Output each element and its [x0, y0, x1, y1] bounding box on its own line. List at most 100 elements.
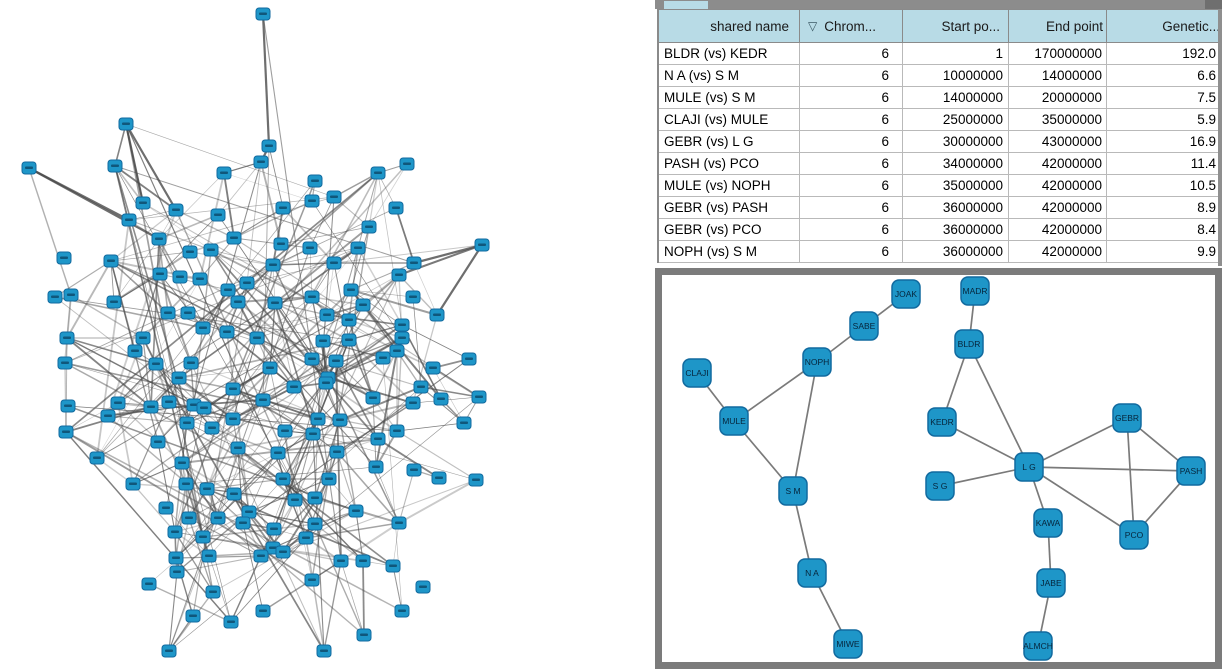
network-edge[interactable]	[54, 296, 350, 341]
column-header[interactable]: Start po...	[902, 9, 1009, 43]
network-edge[interactable]	[294, 386, 422, 501]
table-cell-end-point[interactable]: 42000000	[1008, 196, 1107, 219]
network-edge[interactable]	[348, 274, 400, 341]
network-edge[interactable]	[190, 362, 195, 406]
network-edge[interactable]	[398, 469, 415, 524]
network-edge[interactable]	[348, 319, 374, 399]
subnetwork-view[interactable]: JOAK SABE NOPH CLAJI MULE S M N A MIWE MADR BLDR K…	[655, 268, 1222, 669]
network-edge[interactable]	[277, 451, 338, 454]
network-edge[interactable]	[272, 207, 284, 266]
network-edge[interactable]	[233, 207, 284, 239]
network-edge[interactable]	[150, 406, 187, 485]
table-cell-genetic[interactable]: 6.6	[1106, 64, 1222, 87]
network-edge[interactable]	[128, 209, 177, 221]
network-edge[interactable]	[206, 452, 279, 490]
network-edge[interactable]	[181, 422, 188, 464]
network-node[interactable]	[925, 471, 955, 501]
network-edge[interactable]	[350, 262, 415, 291]
network-edge[interactable]	[939, 466, 1030, 487]
table-cell-end-point[interactable]: 42000000	[1008, 218, 1107, 241]
network-edge[interactable]	[124, 123, 145, 204]
table-cell-shared-name[interactable]: BLDR (vs) KEDR	[658, 42, 800, 65]
network-edge[interactable]	[65, 337, 68, 433]
network-edge[interactable]	[436, 244, 483, 316]
network-edge[interactable]	[233, 493, 296, 501]
network-edge[interactable]	[125, 123, 204, 538]
network-edge[interactable]	[199, 172, 225, 280]
table-cell-chromosome[interactable]: 6	[799, 196, 903, 219]
table-cell-chromosome[interactable]: 6	[799, 240, 903, 263]
network-edge[interactable]	[326, 274, 400, 316]
network-edge[interactable]	[217, 161, 262, 216]
network-edge[interactable]	[396, 422, 465, 432]
network-edge[interactable]	[322, 289, 352, 342]
table-cell-shared-name[interactable]: MULE (vs) S M	[658, 86, 800, 109]
table-row[interactable]: GEBR (vs) PASH 6 36000000 42000000 8.9	[658, 196, 1222, 219]
network-edge[interactable]	[66, 260, 112, 339]
network-edge[interactable]	[190, 301, 239, 364]
network-edge[interactable]	[357, 247, 403, 326]
table-cell-shared-name[interactable]: GEBR (vs) PASH	[658, 196, 800, 219]
network-edge[interactable]	[186, 422, 239, 449]
network-edge[interactable]	[230, 555, 262, 623]
network-edge[interactable]	[357, 172, 379, 249]
table-cell-start-point[interactable]: 34000000	[902, 152, 1009, 175]
network-edge[interactable]	[65, 431, 313, 581]
table-cell-start-point[interactable]: 1	[902, 42, 1009, 65]
network-edge[interactable]	[272, 247, 359, 266]
network-edge[interactable]	[114, 165, 177, 211]
table-cell-genetic[interactable]: 8.4	[1106, 218, 1222, 241]
table-cell-chromosome[interactable]: 6	[799, 130, 903, 153]
network-edge[interactable]	[230, 537, 307, 623]
network-edge[interactable]	[377, 172, 403, 326]
network-edge[interactable]	[968, 343, 1030, 468]
network-edge[interactable]	[168, 396, 480, 652]
network-edge[interactable]	[395, 207, 415, 264]
network-edge[interactable]	[157, 441, 176, 533]
network-edge[interactable]	[348, 319, 403, 339]
network-edge[interactable]	[282, 478, 364, 562]
network-edge[interactable]	[110, 209, 177, 262]
network-edge[interactable]	[333, 262, 350, 341]
table-cell-chromosome[interactable]: 6	[799, 42, 903, 65]
network-edge[interactable]	[368, 163, 408, 228]
table-row[interactable]: N A (vs) S M 6 10000000 14000000 6.6	[658, 64, 1222, 87]
network-edge[interactable]	[202, 536, 274, 549]
network-edge[interactable]	[311, 200, 403, 339]
network-edge[interactable]	[413, 243, 483, 265]
network-edge[interactable]	[232, 388, 314, 435]
network-edge[interactable]	[326, 314, 403, 326]
network-edge[interactable]	[28, 167, 160, 240]
network-edge[interactable]	[206, 488, 296, 501]
network-edge[interactable]	[110, 260, 115, 303]
network-edge[interactable]	[174, 483, 187, 533]
main-network-canvas[interactable]	[0, 0, 655, 669]
table-cell-genetic[interactable]: 192.0	[1106, 42, 1222, 65]
table-cell-start-point[interactable]: 36000000	[902, 218, 1009, 241]
network-edge[interactable]	[66, 294, 72, 339]
network-edge[interactable]	[398, 479, 477, 524]
network-edge[interactable]	[348, 339, 414, 404]
network-edge[interactable]	[175, 555, 262, 559]
network-edge[interactable]	[237, 447, 394, 567]
network-node[interactable]	[1036, 568, 1066, 598]
network-edge[interactable]	[335, 360, 422, 388]
network-edge[interactable]	[325, 337, 403, 384]
network-edge[interactable]	[350, 226, 370, 291]
network-edge[interactable]	[128, 196, 335, 221]
network-node[interactable]	[960, 276, 990, 306]
network-edge[interactable]	[54, 260, 112, 298]
table-cell-genetic[interactable]: 8.9	[1106, 196, 1222, 219]
table-row[interactable]: NOPH (vs) S M 6 36000000 42000000 9.9	[658, 240, 1222, 263]
network-node[interactable]	[778, 476, 808, 506]
network-edge[interactable]	[282, 419, 341, 480]
network-node[interactable]	[1176, 456, 1206, 486]
network-edge[interactable]	[117, 302, 276, 404]
subnetwork-canvas[interactable]: JOAK SABE NOPH CLAJI MULE S M N A MIWE MADR BLDR K…	[662, 275, 1215, 662]
network-edge[interactable]	[309, 247, 313, 298]
network-edge[interactable]	[262, 358, 313, 401]
network-edge[interactable]	[325, 382, 398, 432]
network-node[interactable]	[849, 311, 879, 341]
table-cell-genetic[interactable]: 16.9	[1106, 130, 1222, 153]
network-edge[interactable]	[262, 145, 270, 401]
